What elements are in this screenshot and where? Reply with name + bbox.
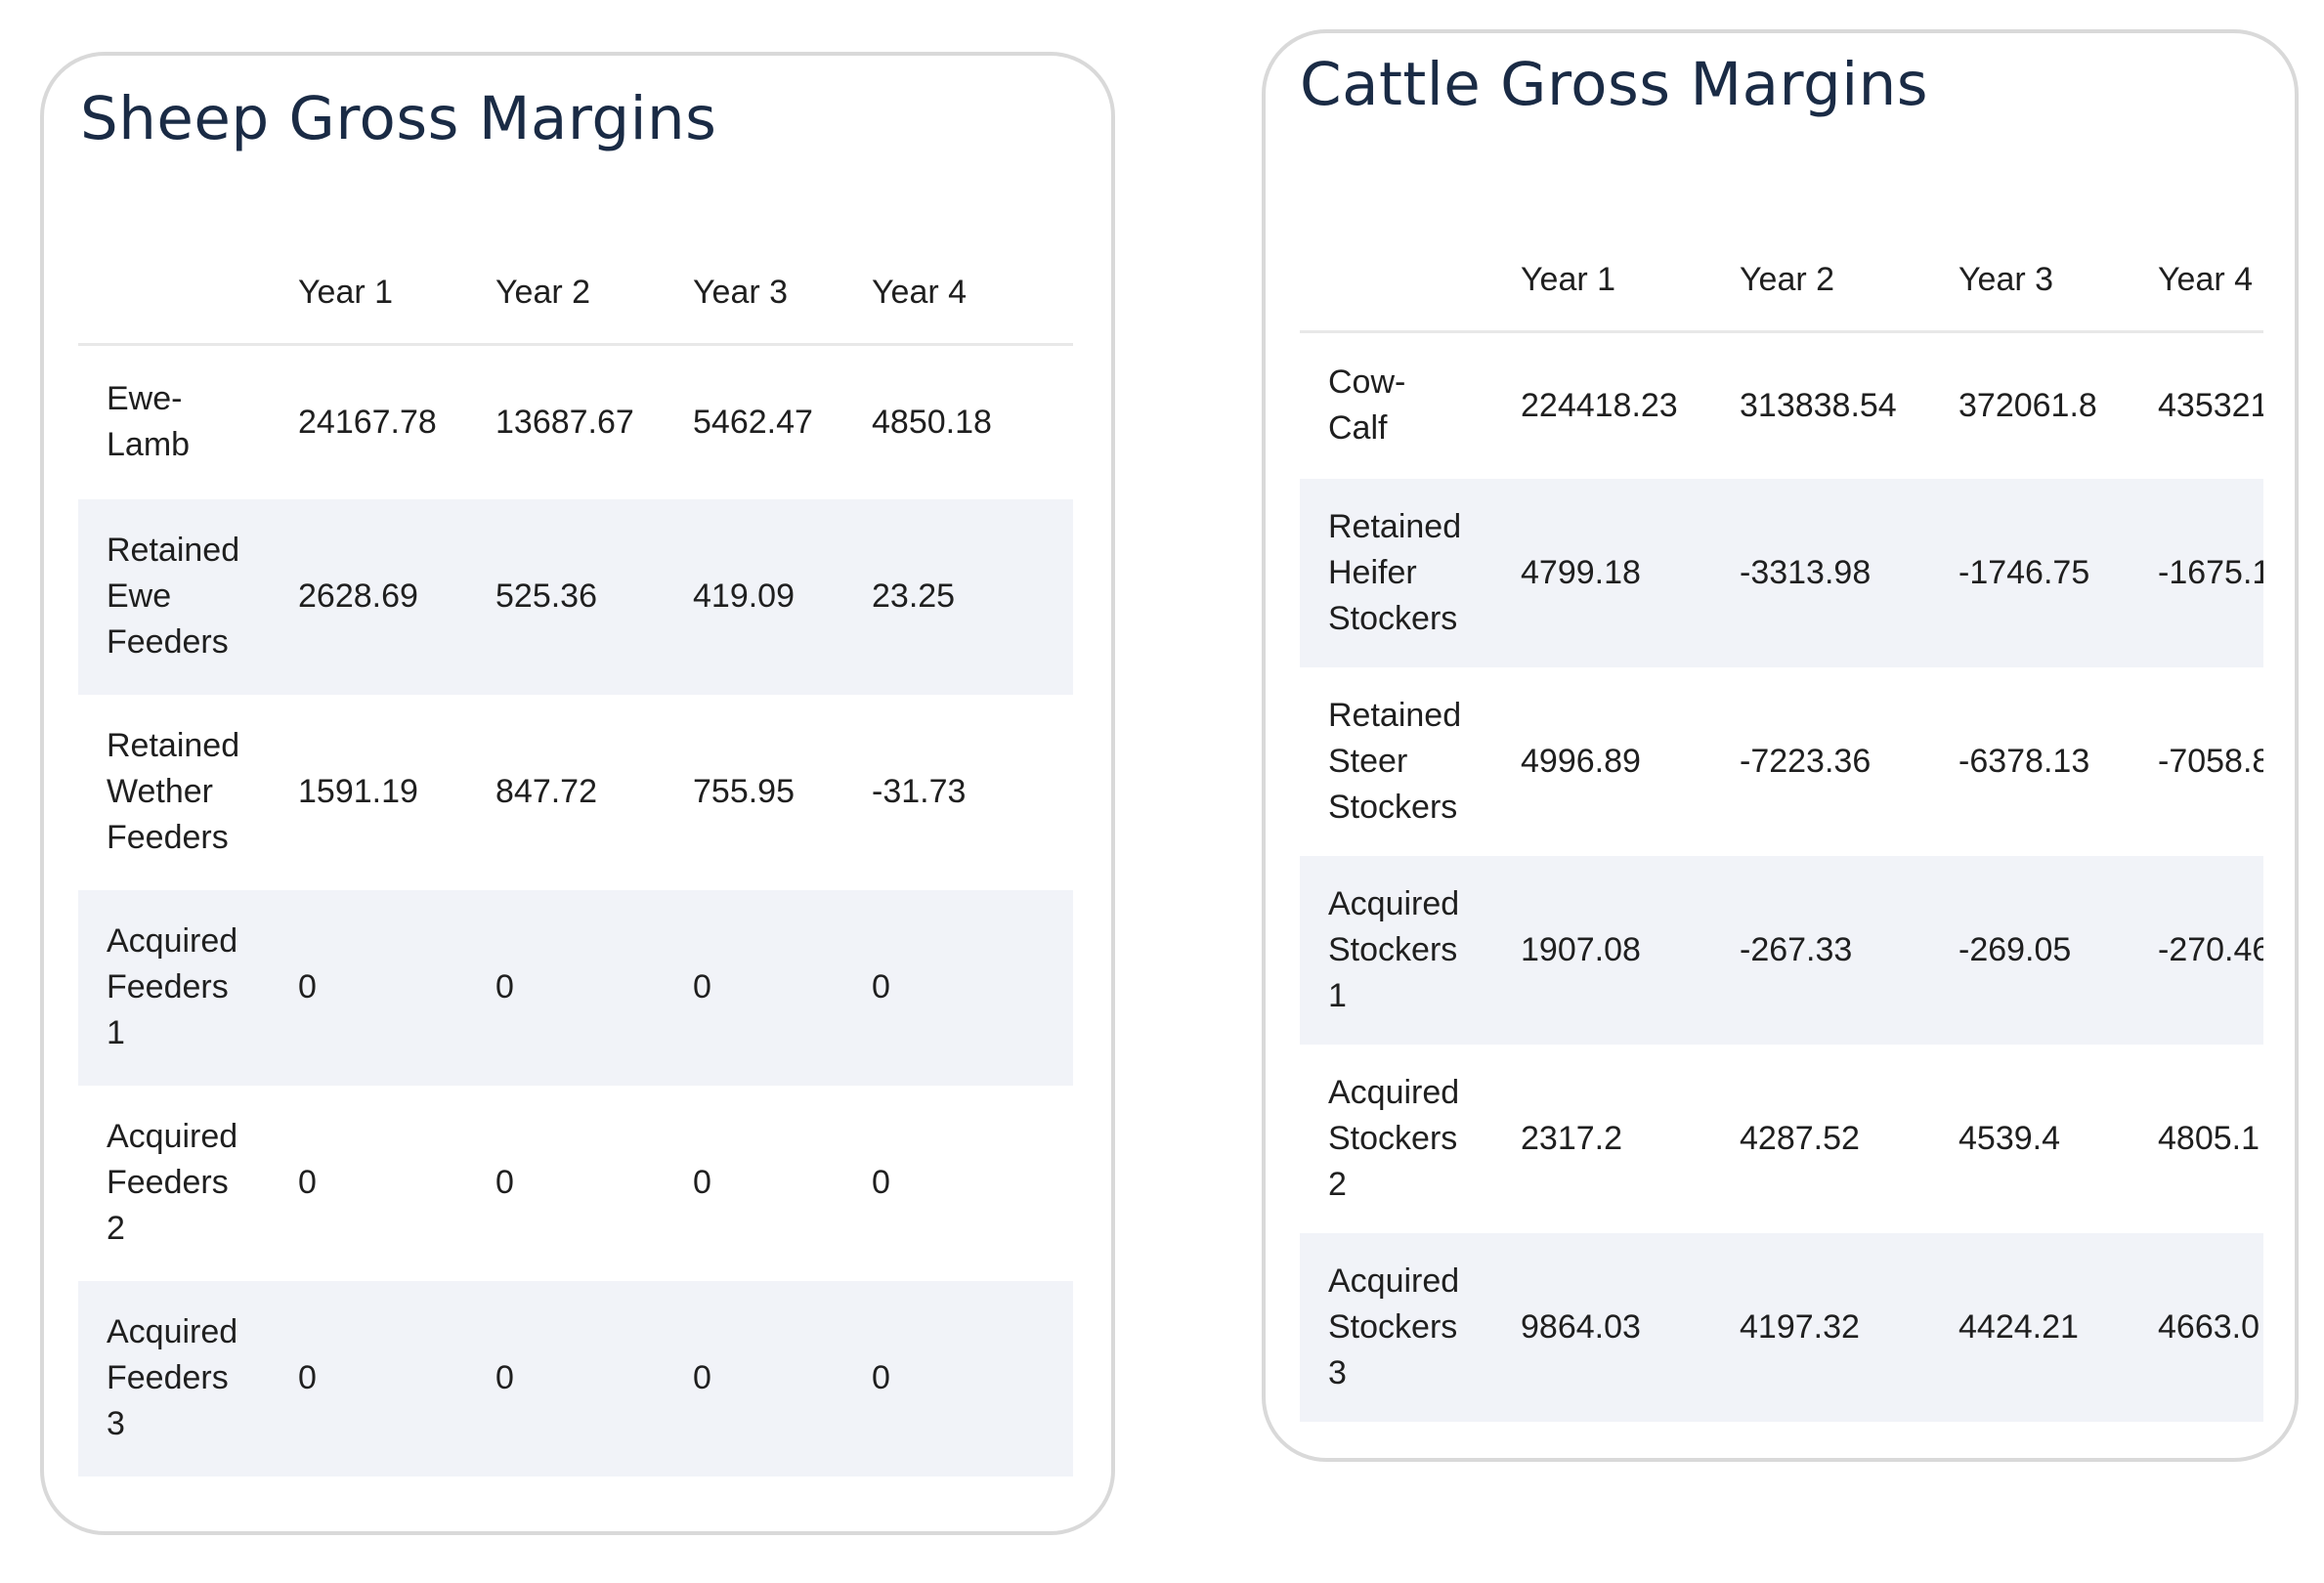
- cattle-header-label-column: [1300, 229, 1521, 333]
- table-cell: 5462.47: [693, 403, 813, 441]
- cattle-table-header-row: Year 1 Year 2 Year 3 Year 4: [1300, 229, 2263, 333]
- table-cell: 4287.52: [1740, 1119, 1860, 1157]
- table-cell: 0: [693, 1164, 711, 1201]
- table-cell: 4805.1: [2158, 1119, 2259, 1157]
- table-row: Retained Heifer Stockers 4799.18 -3313.98 …: [1300, 478, 2263, 667]
- table-cell: 4197.32: [1740, 1232, 1958, 1422]
- table-cell: 847.72: [495, 773, 597, 810]
- table-cell: 4799.18: [1521, 478, 1740, 667]
- row-label: Acquired Stockers 3: [1300, 1232, 1521, 1422]
- sheep-gross-margins-card: Sheep Gross Margins Year 1 Year 2 Year 3…: [40, 52, 1115, 1535]
- table-cell: 0: [298, 889, 495, 1086]
- table-cell: 0: [872, 889, 1073, 1086]
- table-row: Cow- Calf 224418.23 313838.54 372061.8 43…: [1300, 332, 2263, 479]
- table-cell: 0: [495, 1280, 693, 1476]
- row-label: Ewe- Lamb: [107, 380, 191, 464]
- row-label: Cow- Calf: [1328, 364, 1406, 448]
- table-cell: 0: [693, 889, 872, 1086]
- table-cell: 435321: [2158, 386, 2263, 424]
- table-cell: 372061.8: [1958, 386, 2097, 424]
- cattle-table-container[interactable]: Year 1 Year 2 Year 3 Year 4 Cow- Calf 224…: [1300, 229, 2263, 1422]
- sheep-header-year-3: Year 3: [693, 241, 872, 346]
- sheep-header-year-4: Year 4: [872, 241, 1073, 346]
- row-label: Acquired Stockers 1: [1300, 855, 1521, 1045]
- table-cell: 224418.23: [1521, 386, 1678, 424]
- table-cell: 1907.08: [1521, 855, 1740, 1045]
- table-cell: 24167.78: [298, 403, 437, 441]
- table-cell: 1591.19: [298, 773, 418, 810]
- row-label: Retained Wether Feeders: [107, 727, 240, 856]
- table-cell: 313838.54: [1740, 386, 1897, 424]
- table-cell: -7223.36: [1740, 742, 1872, 780]
- table-cell: 0: [298, 1164, 317, 1201]
- table-row: Acquired Stockers 2 2317.2 4287.52 4539.4 …: [1300, 1045, 2263, 1233]
- table-cell: 0: [693, 1280, 872, 1476]
- table-cell: 755.95: [693, 773, 795, 810]
- sheep-header-year-2: Year 2: [495, 241, 693, 346]
- cattle-header-year-4: Year 4: [2158, 229, 2263, 333]
- sheep-card-title: Sheep Gross Margins: [80, 84, 717, 153]
- table-cell: 419.09: [693, 498, 872, 695]
- table-cell: 9864.03: [1521, 1232, 1740, 1422]
- cattle-gross-margins-table: Year 1 Year 2 Year 3 Year 4 Cow- Calf 224…: [1300, 229, 2263, 1422]
- sheep-gross-margins-table: Year 1 Year 2 Year 3 Year 4 Ewe- Lamb 241…: [78, 241, 1073, 1476]
- row-label: Retained Ewe Feeders: [78, 498, 298, 695]
- row-label: Acquired Stockers 2: [1328, 1073, 1460, 1203]
- table-row: Retained Wether Feeders 1591.19 847.72 755…: [78, 695, 1073, 890]
- cattle-header-year-3: Year 3: [1958, 229, 2158, 333]
- table-cell: 2628.69: [298, 498, 495, 695]
- sheep-table-container: Year 1 Year 2 Year 3 Year 4 Ewe- Lamb 241…: [78, 241, 1073, 1476]
- table-cell: -31.73: [872, 773, 967, 810]
- sheep-header-label-column: [78, 241, 298, 346]
- table-cell: 2317.2: [1521, 1119, 1622, 1157]
- table-cell: 23.25: [872, 498, 1073, 695]
- table-row: Acquired Stockers 3 9864.03 4197.32 4424.2…: [1300, 1232, 2263, 1422]
- table-cell: 4539.4: [1958, 1119, 2060, 1157]
- table-cell: -267.33: [1740, 855, 1958, 1045]
- row-label: Retained Steer Stockers: [1328, 696, 1462, 826]
- row-label: Acquired Feeders 2: [107, 1118, 238, 1247]
- sheep-table-header-row: Year 1 Year 2 Year 3 Year 4: [78, 241, 1073, 346]
- table-cell: -1675.1: [2158, 478, 2263, 667]
- table-cell: -6378.13: [1958, 742, 2090, 780]
- table-row: Acquired Feeders 2 0 0 0 0: [78, 1086, 1073, 1281]
- cattle-header-year-2: Year 2: [1740, 229, 1958, 333]
- table-cell: 4996.89: [1521, 742, 1641, 780]
- row-label: Acquired Feeders 3: [78, 1280, 298, 1476]
- table-cell: 0: [872, 1164, 890, 1201]
- table-row: Retained Ewe Feeders 2628.69 525.36 419.09…: [78, 498, 1073, 695]
- table-cell: 0: [298, 1280, 495, 1476]
- table-row: Ewe- Lamb 24167.78 13687.67 5462.47 4850.…: [78, 345, 1073, 499]
- cattle-header-year-1: Year 1: [1521, 229, 1740, 333]
- table-row: Acquired Feeders 1 0 0 0 0: [78, 889, 1073, 1086]
- table-cell: -270.46: [2158, 855, 2263, 1045]
- sheep-header-year-1: Year 1: [298, 241, 495, 346]
- table-row: Retained Steer Stockers 4996.89 -7223.36 -…: [1300, 667, 2263, 856]
- table-cell: -3313.98: [1740, 478, 1958, 667]
- row-label: Retained Heifer Stockers: [1300, 478, 1521, 667]
- table-cell: 0: [495, 1164, 514, 1201]
- table-row: Acquired Stockers 1 1907.08 -267.33 -269.0…: [1300, 855, 2263, 1045]
- row-label: Acquired Feeders 1: [78, 889, 298, 1086]
- table-cell: 525.36: [495, 498, 693, 695]
- table-row: Acquired Feeders 3 0 0 0 0: [78, 1280, 1073, 1476]
- table-cell: 0: [495, 889, 693, 1086]
- table-cell: -269.05: [1958, 855, 2158, 1045]
- table-cell: 4850.18: [872, 403, 992, 441]
- table-cell: 13687.67: [495, 403, 634, 441]
- cattle-gross-margins-card: Cattle Gross Margins Year 1 Year 2 Year …: [1262, 29, 2299, 1462]
- table-cell: 0: [872, 1280, 1073, 1476]
- cattle-card-title: Cattle Gross Margins: [1300, 50, 1929, 119]
- table-cell: -7058.8: [2158, 742, 2263, 780]
- table-cell: 4663.0: [2158, 1232, 2263, 1422]
- table-cell: 4424.21: [1958, 1232, 2158, 1422]
- table-cell: -1746.75: [1958, 478, 2158, 667]
